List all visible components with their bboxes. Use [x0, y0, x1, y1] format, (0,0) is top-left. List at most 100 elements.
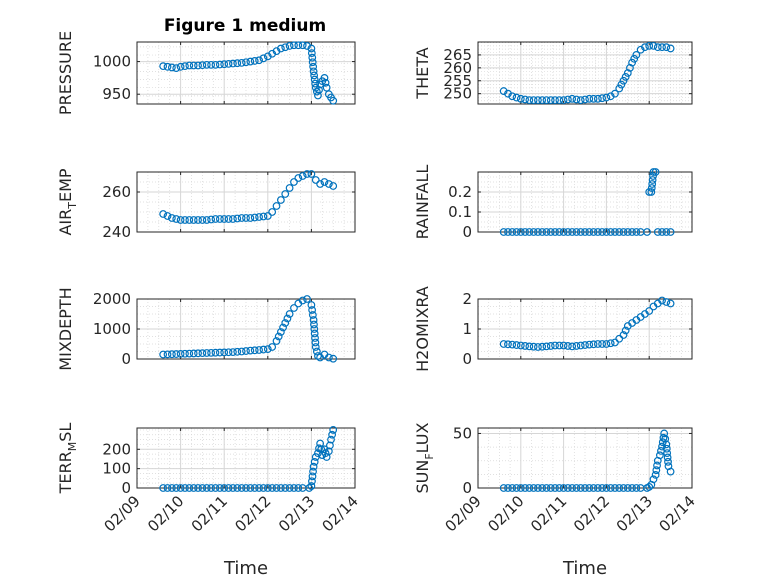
y-tick-label: 950 — [102, 85, 131, 103]
data-point — [310, 325, 319, 333]
data-point — [585, 228, 594, 236]
data-point — [576, 228, 585, 236]
data-point — [315, 86, 323, 94]
data-point — [643, 228, 651, 236]
data-point — [324, 180, 333, 188]
y-axis-label: SUNFLUX — [413, 422, 436, 493]
y-tick-label: 0 — [121, 479, 131, 497]
data-point — [307, 170, 316, 178]
data-point — [211, 215, 220, 223]
data-point — [207, 60, 216, 69]
data-point — [202, 349, 211, 357]
data-point — [648, 180, 657, 188]
data-point — [662, 298, 671, 306]
data-point — [546, 342, 555, 350]
data-point — [521, 484, 529, 492]
data-point — [308, 311, 317, 319]
data-point — [663, 449, 672, 457]
data-point — [516, 341, 525, 350]
data-point — [563, 95, 572, 104]
data-point — [283, 314, 292, 323]
data-point — [303, 170, 311, 178]
data-point — [194, 349, 202, 358]
data-point — [163, 350, 172, 359]
data-point — [559, 96, 568, 105]
data-point — [237, 214, 246, 222]
data-point — [167, 484, 176, 492]
data-point — [308, 472, 317, 481]
data-point — [305, 484, 314, 492]
data-point — [185, 61, 194, 70]
data-point — [542, 96, 551, 105]
subplot-4: 0 0.1 0.2 RAINFALL — [413, 165, 693, 241]
data-point — [653, 228, 662, 236]
data-point — [615, 228, 624, 236]
data-point — [658, 43, 666, 52]
y-tick-label: 1000 — [93, 320, 131, 338]
data-point — [159, 62, 168, 71]
data-point — [508, 484, 517, 492]
axes-box — [136, 171, 356, 233]
data-point — [651, 168, 660, 176]
data-point — [598, 484, 607, 492]
data-point — [320, 178, 329, 186]
data-point — [309, 316, 318, 324]
data-point — [611, 89, 619, 98]
data-point — [298, 296, 307, 305]
data-point — [662, 444, 671, 453]
data-point — [229, 484, 237, 492]
data-point — [242, 484, 250, 492]
data-point — [290, 484, 298, 492]
data-point — [311, 343, 320, 351]
data-point — [310, 320, 318, 329]
data-point — [512, 484, 521, 492]
data-point — [316, 180, 325, 188]
y-tick-label: 260 — [443, 59, 472, 77]
data-point — [626, 63, 634, 72]
data-point — [542, 342, 551, 351]
data-point — [263, 212, 272, 220]
data-point — [281, 190, 290, 198]
data-point — [563, 342, 572, 350]
data-point — [246, 214, 255, 222]
data-point — [628, 58, 636, 67]
data-point — [163, 62, 172, 71]
data-point — [309, 62, 318, 71]
data-point — [555, 96, 564, 105]
data-point — [324, 447, 333, 456]
data-point — [298, 172, 307, 180]
data-point — [559, 484, 568, 492]
data-point — [598, 340, 607, 348]
data-point — [546, 228, 555, 236]
data-point — [159, 210, 168, 218]
data-point — [176, 350, 185, 358]
data-point — [538, 484, 547, 492]
y-tick-label: 250 — [443, 85, 472, 103]
data-point — [272, 202, 281, 210]
data-point — [272, 484, 281, 492]
data-point — [636, 45, 645, 54]
data-point — [576, 484, 585, 492]
data-point — [307, 301, 316, 309]
data-point — [307, 44, 316, 53]
data-point — [645, 483, 654, 491]
data-point — [666, 44, 675, 53]
data-point — [176, 216, 185, 224]
data-point — [314, 91, 322, 100]
data-point — [172, 215, 181, 223]
data-point — [534, 343, 542, 351]
data-point — [508, 228, 517, 236]
data-point — [237, 58, 246, 67]
y-tick-label: 0.2 — [448, 183, 472, 201]
data-point — [309, 467, 317, 476]
data-point — [172, 350, 181, 358]
data-point — [189, 484, 198, 492]
data-point — [298, 41, 307, 50]
data-point — [312, 87, 321, 96]
data-point — [621, 72, 630, 81]
data-point — [598, 94, 607, 103]
data-point — [581, 95, 589, 104]
data-point — [632, 51, 641, 59]
data-point — [202, 484, 211, 492]
data-point — [327, 435, 335, 444]
